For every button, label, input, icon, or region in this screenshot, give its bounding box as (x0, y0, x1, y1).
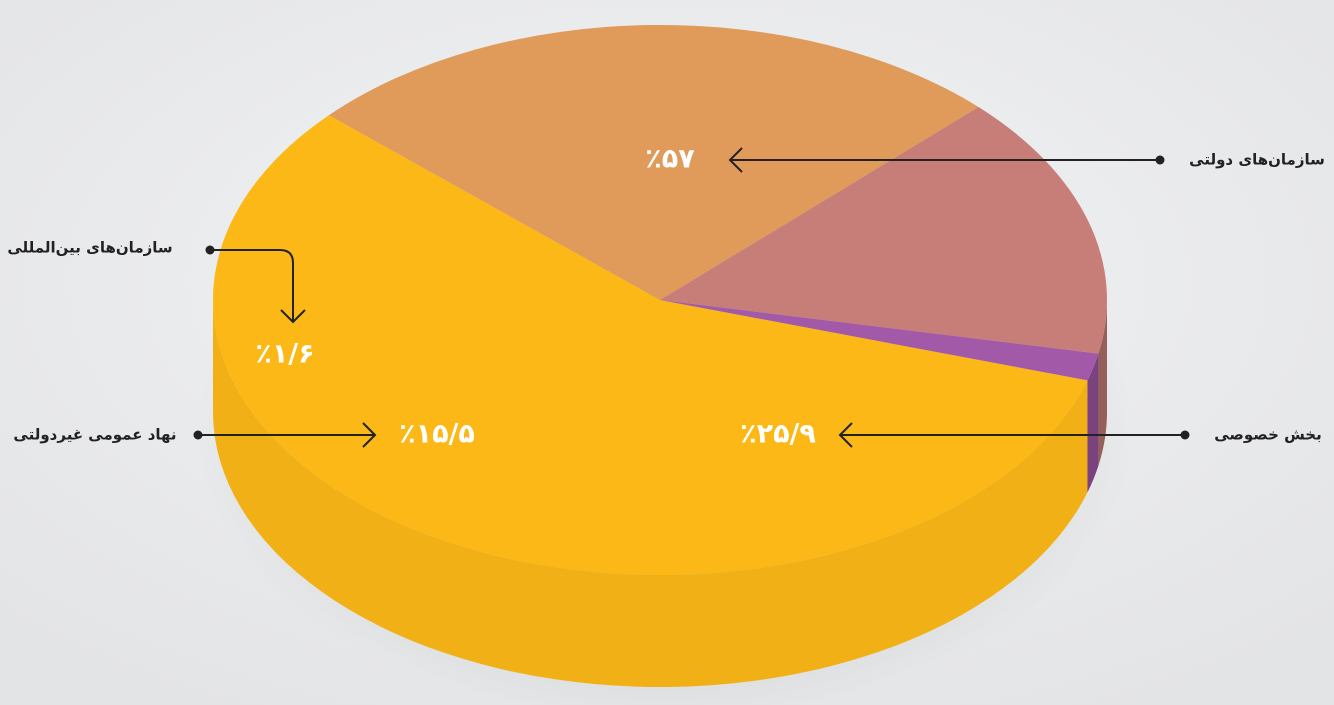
slice-side (1087, 353, 1099, 493)
callout-arrow (280, 309, 306, 324)
slice (660, 107, 1107, 354)
callout-dot (193, 430, 203, 440)
slice (328, 24, 979, 300)
category-label: سازمان‌های دولتی (1189, 151, 1325, 169)
callout-dot (1155, 155, 1165, 165)
value-label: ٪۲۵/۹ (740, 419, 816, 450)
callout-arrow (838, 422, 853, 448)
value-label: ٪۵۷ (645, 144, 695, 175)
slice-side (213, 300, 1088, 688)
category-label: سازمان‌های بین‌المللی (7, 239, 172, 257)
value-label: ٪۱/۶ (255, 339, 314, 370)
callout-dot (1180, 430, 1190, 440)
callout-dot (205, 245, 215, 255)
slice-side (1098, 300, 1107, 466)
annotations: سازمان‌های دولتی ٪۵۷ بخش خصوصی ٪۲۵/۹ نهاد عم… (7, 144, 1324, 450)
callout-arrow (728, 147, 743, 173)
callout-arrow (362, 422, 377, 448)
value-label: ٪۱۵/۵ (399, 419, 475, 450)
callout-line (210, 249, 294, 322)
category-label: بخش خصوصی (1214, 426, 1322, 444)
slice (212, 115, 1088, 575)
pie (212, 24, 1107, 688)
slice (660, 300, 1099, 381)
category-label: نهاد عمومی غیردولتی (13, 426, 176, 444)
